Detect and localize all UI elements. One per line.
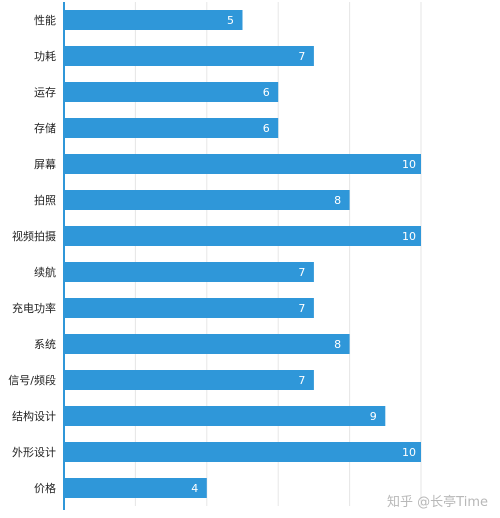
category-label-5: 拍照	[34, 193, 56, 207]
bar-3	[64, 118, 279, 138]
bar-12	[64, 442, 421, 462]
category-label-8: 充电功率	[12, 301, 56, 315]
bar-10	[64, 370, 314, 390]
value-label-13: 4	[191, 482, 198, 495]
value-label-1: 7	[298, 50, 305, 63]
value-labels: 5 7 6 6 10 8 10 7 7 8 7 9 10 4	[191, 14, 416, 495]
bar-6	[64, 226, 421, 246]
bar-0	[64, 10, 243, 30]
value-label-4: 10	[402, 158, 416, 171]
value-label-12: 10	[402, 446, 416, 459]
category-label-3: 存储	[34, 121, 56, 135]
bar-8	[64, 298, 314, 318]
category-label-7: 续航	[34, 265, 56, 279]
bar-5	[64, 190, 350, 210]
category-label-1: 功耗	[34, 50, 56, 63]
bars	[64, 10, 421, 498]
category-label-12: 外形设计	[12, 446, 56, 459]
value-label-8: 7	[298, 302, 305, 315]
category-label-10: 信号/频段	[8, 373, 56, 387]
bar-13	[64, 478, 207, 498]
bar-4	[64, 154, 421, 174]
grid-lines	[134, 2, 422, 506]
value-label-0: 5	[227, 14, 234, 27]
bar-2	[64, 82, 279, 102]
category-label-9: 系统	[34, 338, 56, 351]
bar-1	[64, 46, 314, 66]
category-label-2: 运存	[34, 85, 56, 99]
watermark: 知乎 @长亭Time	[387, 495, 488, 510]
value-label-2: 6	[263, 86, 270, 99]
category-label-6: 视频拍摄	[12, 229, 56, 243]
value-label-6: 10	[402, 230, 416, 243]
value-label-10: 7	[298, 374, 305, 387]
category-label-0: 性能	[34, 13, 56, 27]
value-label-3: 6	[263, 122, 270, 135]
bar-9	[64, 334, 350, 354]
category-label-13: 价格	[34, 481, 56, 495]
category-label-4: 屏幕	[34, 157, 56, 171]
bar-11	[64, 406, 386, 426]
value-label-11: 9	[370, 410, 377, 423]
bar-7	[64, 262, 314, 282]
category-label-11: 结构设计	[12, 409, 56, 423]
value-label-5: 8	[334, 194, 341, 207]
value-label-7: 7	[298, 266, 305, 279]
value-label-9: 8	[334, 338, 341, 351]
